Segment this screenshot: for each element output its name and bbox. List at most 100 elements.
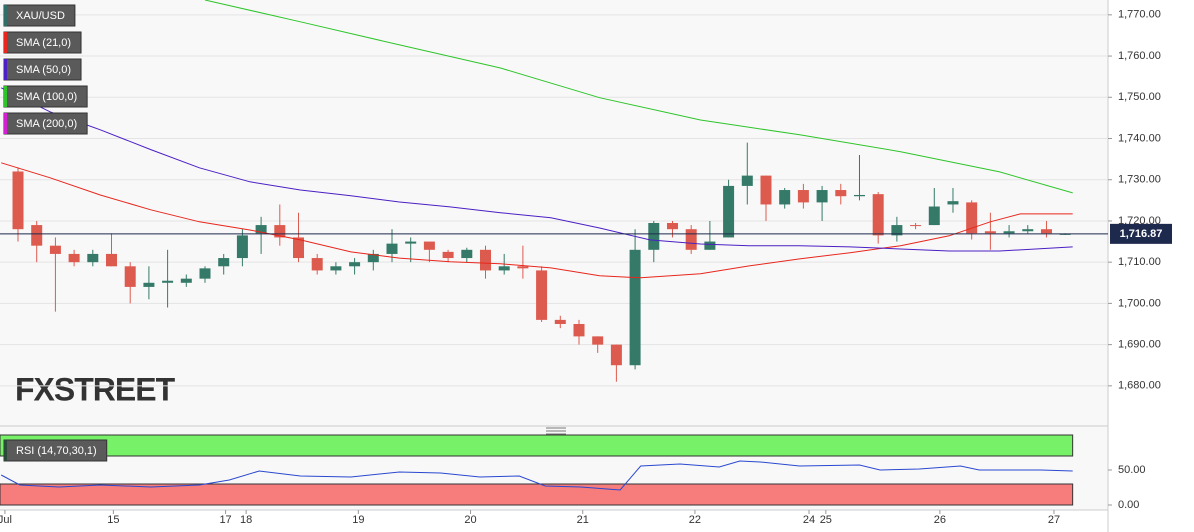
candle-body xyxy=(779,190,791,205)
x-tick-label: Jul xyxy=(0,514,12,526)
x-tick-label: 22 xyxy=(689,514,701,526)
x-tick-label: 18 xyxy=(240,514,252,526)
candle-body xyxy=(442,251,454,259)
legend-swatch xyxy=(4,440,7,461)
candle-body xyxy=(12,171,24,230)
legend-item[interactable]: SMA (200,0) xyxy=(3,112,88,135)
candle-body xyxy=(49,245,61,254)
candle-body xyxy=(386,243,398,254)
candle-body xyxy=(199,268,211,279)
legend-swatch xyxy=(4,86,7,107)
x-tick-label: 24 xyxy=(803,514,815,526)
candle-body xyxy=(573,324,585,337)
overbought-zone xyxy=(0,434,1074,457)
y-tick-label: 1,680.00 xyxy=(1118,380,1161,392)
candle-body xyxy=(910,225,922,227)
candle-body xyxy=(218,258,230,267)
sma-line xyxy=(0,87,1073,252)
y-tick-label: 1,760.00 xyxy=(1118,50,1161,62)
candle-body xyxy=(629,249,641,366)
y-tick-label: 1,740.00 xyxy=(1118,132,1161,144)
candle-body xyxy=(180,278,192,283)
legend-swatch xyxy=(4,32,7,53)
candle-body xyxy=(479,249,491,271)
candle-body xyxy=(31,225,43,246)
legend-swatch xyxy=(4,5,7,26)
candle-body xyxy=(554,319,566,325)
candle-body xyxy=(423,241,435,250)
candle-body xyxy=(966,202,978,234)
candle-body xyxy=(68,253,80,263)
candle-body xyxy=(872,194,884,236)
legend-label: XAU/USD xyxy=(16,10,65,22)
y-tick-label: 1,770.00 xyxy=(1118,9,1161,21)
sma-line xyxy=(1,162,1073,279)
legend-swatch xyxy=(4,59,7,80)
y-tick-label: 0.00 xyxy=(1118,499,1139,511)
y-tick-label: 50.00 xyxy=(1118,464,1146,476)
candle-body xyxy=(853,194,865,197)
plot-background xyxy=(0,0,1108,510)
legend-swatch xyxy=(4,113,7,134)
candle-body xyxy=(741,175,753,186)
oversold-zone xyxy=(0,483,1074,506)
candle-body xyxy=(106,253,118,267)
candle-body xyxy=(610,344,622,366)
candle-body xyxy=(311,258,323,271)
x-tick-label: 20 xyxy=(464,514,476,526)
x-tick-label: 15 xyxy=(107,514,119,526)
candle-body xyxy=(292,237,304,259)
legend-item[interactable]: SMA (21,0) xyxy=(3,31,82,54)
divider-handle[interactable] xyxy=(546,427,566,435)
candle-body xyxy=(498,266,510,271)
x-tick-label: 26 xyxy=(934,514,946,526)
candle-body xyxy=(367,253,379,263)
candle-body xyxy=(984,231,996,234)
legend-item[interactable]: RSI (14,70,30,1) xyxy=(3,439,108,462)
candle-body xyxy=(236,235,248,259)
candle-body xyxy=(816,190,828,203)
candle-body xyxy=(666,223,678,230)
candle-body xyxy=(162,280,174,283)
candle-body xyxy=(330,266,342,271)
x-tick-label: 17 xyxy=(219,514,231,526)
candle-body xyxy=(797,190,809,203)
x-tick-label: 19 xyxy=(352,514,364,526)
candle-body xyxy=(723,185,735,238)
candle-body xyxy=(891,225,903,236)
y-tick-label: 1,700.00 xyxy=(1118,297,1161,309)
candle-body xyxy=(1003,231,1015,234)
candle-body xyxy=(349,262,361,267)
x-tick-label: 27 xyxy=(1048,514,1060,526)
candle-body xyxy=(536,270,548,320)
legend-label: SMA (50,0) xyxy=(16,64,71,76)
candle-body xyxy=(947,201,959,205)
legend-item[interactable]: SMA (100,0) xyxy=(3,85,88,108)
watermark: FXSTREET xyxy=(15,371,176,407)
last-price-box xyxy=(1110,223,1172,244)
legend-label: SMA (100,0) xyxy=(16,91,77,103)
legend-label: RSI (14,70,30,1) xyxy=(16,445,97,457)
legend-item[interactable]: XAU/USD xyxy=(3,4,76,27)
legend-item[interactable]: SMA (50,0) xyxy=(3,58,82,81)
candle-body xyxy=(143,282,155,287)
x-tick-label: 25 xyxy=(820,514,832,526)
candle-body xyxy=(685,229,697,250)
candle-body xyxy=(648,223,660,250)
rsi-line xyxy=(0,460,1073,491)
y-tick-label: 1,730.00 xyxy=(1118,174,1161,186)
candle-body xyxy=(1040,229,1052,234)
candle-body xyxy=(592,336,604,345)
candle-body xyxy=(405,241,417,244)
candle-body xyxy=(1022,229,1034,232)
x-tick-label: 21 xyxy=(577,514,589,526)
candle-body xyxy=(274,225,286,238)
candle-body xyxy=(124,266,136,287)
candle-body xyxy=(517,266,529,269)
candle-body xyxy=(255,225,267,234)
candle-body xyxy=(835,190,847,197)
y-tick-label: 1,710.00 xyxy=(1118,256,1161,268)
legend-label: SMA (200,0) xyxy=(16,118,77,130)
candle-body xyxy=(704,241,716,250)
candle-body xyxy=(760,175,772,205)
